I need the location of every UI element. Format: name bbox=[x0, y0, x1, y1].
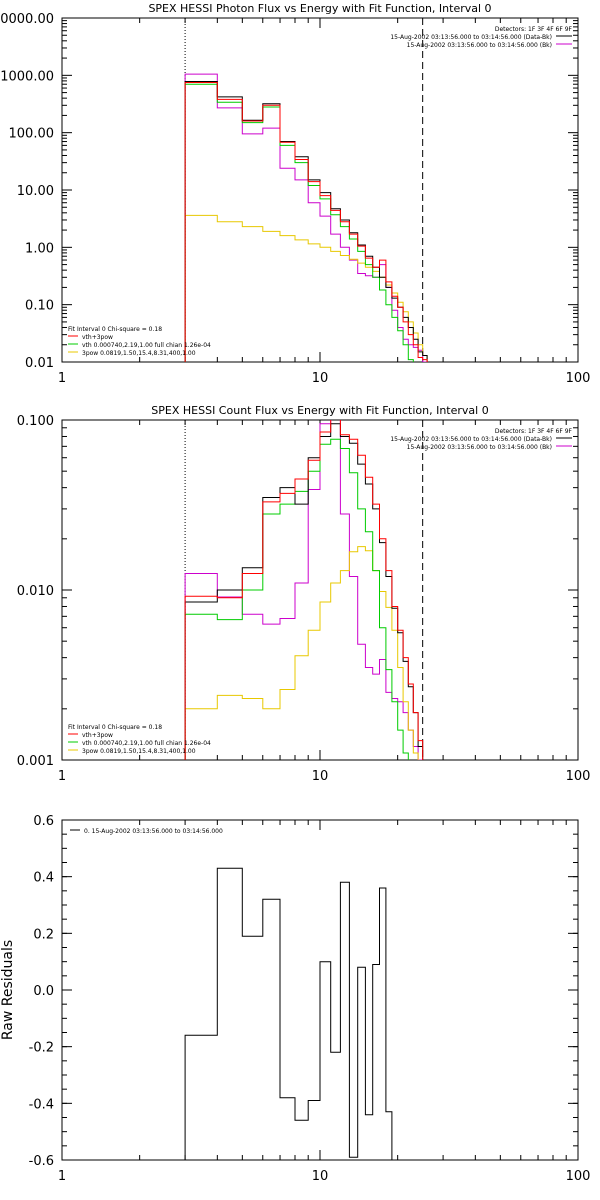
legend-entry: 15-Aug-2002 03:13:56.000 to 03:14:56.000… bbox=[407, 444, 552, 451]
legend-entry: 15-Aug-2002 03:13:56.000 to 03:14:56.000… bbox=[390, 34, 552, 41]
series-vth bbox=[184, 83, 414, 362]
series-data-bk bbox=[184, 81, 428, 362]
x-tick-label: 1 bbox=[58, 769, 66, 784]
y-tick-label: 0.10 bbox=[25, 299, 54, 314]
legend-entry: 3pow 0.0819,1.50,15.4,8.31,400,1.00 bbox=[82, 748, 196, 755]
x-tick-label: 1 bbox=[58, 371, 66, 386]
legend-entry: Detectors: 1F 3F 4F 6F 9F bbox=[495, 428, 573, 435]
series-group bbox=[184, 867, 423, 1160]
y-tick-label: 10000.00 bbox=[0, 12, 54, 27]
x-tick-label: 1 bbox=[58, 1169, 66, 1184]
legend-entry: vth+3pow bbox=[82, 732, 113, 739]
y-tick-label: -0.6 bbox=[29, 1154, 54, 1169]
legend-entry: 15-Aug-2002 03:13:56.000 to 03:14:56.000… bbox=[407, 42, 552, 49]
legend-entry: vth 0.000740,2.19,1.00 full chian 1.26e-… bbox=[82, 740, 211, 747]
series-3pow bbox=[184, 214, 428, 362]
legend-entry: 3pow 0.0819,1.50,15.4,8.31,400,1.00 bbox=[82, 350, 196, 357]
series-vth-3pow bbox=[184, 420, 424, 760]
x-tick-label: 10 bbox=[312, 371, 329, 386]
chart-count: SPEX HESSI Count Flux vs Energy with Fit… bbox=[17, 404, 591, 784]
y-axis-label: Raw Residuals bbox=[0, 940, 16, 1040]
x-tick-label: 10 bbox=[312, 1169, 329, 1184]
x-tick-label: 10 bbox=[312, 769, 329, 784]
legend-entry: 15-Aug-2002 03:13:56.000 to 03:14:56.000… bbox=[390, 436, 552, 443]
series-group bbox=[184, 73, 428, 362]
y-tick-label: -0.2 bbox=[29, 1041, 54, 1056]
x-tick-label: 100 bbox=[566, 769, 591, 784]
y-tick-label: 0.6 bbox=[33, 814, 54, 829]
legend-entry: vth+3pow bbox=[82, 334, 113, 341]
y-tick-label: 0.0 bbox=[33, 984, 54, 999]
y-tick-label: 10.00 bbox=[17, 184, 54, 199]
legend-entry: Fit Interval 0 Chi-square = 0.18 bbox=[68, 326, 162, 333]
chart-title: SPEX HESSI Photon Flux vs Energy with Fi… bbox=[148, 2, 491, 15]
series-bk bbox=[184, 73, 428, 362]
legend-entry: Fit Interval 0 Chi-square = 0.18 bbox=[68, 724, 162, 731]
legend-entry: vth 0.000740,2.19,1.00 full chian 1.26e-… bbox=[82, 342, 211, 349]
chart-title: SPEX HESSI Count Flux vs Energy with Fit… bbox=[151, 404, 488, 417]
y-tick-label: 1.00 bbox=[25, 241, 54, 256]
chart-residuals: 1 10 100 -0.6 -0.4 -0.2 0.0 0.2 0.4 0.6 Raw Residu… bbox=[0, 814, 590, 1184]
series-group bbox=[184, 420, 428, 760]
y-tick-label: 0.001 bbox=[17, 754, 54, 769]
y-tick-label: 1000.00 bbox=[0, 69, 54, 84]
x-tick-label: 100 bbox=[566, 1169, 591, 1184]
y-tick-label: 0.010 bbox=[17, 584, 54, 599]
series-vth bbox=[184, 438, 409, 760]
y-tick-label: -0.4 bbox=[29, 1097, 54, 1112]
y-tick-label: 0.100 bbox=[17, 414, 54, 429]
y-tick-label: 0.2 bbox=[33, 927, 54, 942]
legend-entry: 0. 15-Aug-2002 03:13:56.000 to 03:14:56.… bbox=[84, 828, 223, 835]
chart-photon: SPEX HESSI Photon Flux vs Energy with Fi… bbox=[0, 2, 590, 386]
series-0-15-aug-2002-03-13-56-000-to-03-14-56-000 bbox=[184, 867, 423, 1160]
legend-entry: Detectors: 1F 3F 4F 6F 9F bbox=[495, 26, 573, 33]
y-tick-label: 0.01 bbox=[25, 356, 54, 371]
x-tick-label: 100 bbox=[566, 371, 591, 386]
y-tick-label: 100.00 bbox=[9, 127, 55, 142]
y-tick-label: 0.4 bbox=[33, 871, 54, 886]
series-vth-3pow bbox=[184, 82, 428, 362]
series-3pow bbox=[184, 546, 419, 760]
